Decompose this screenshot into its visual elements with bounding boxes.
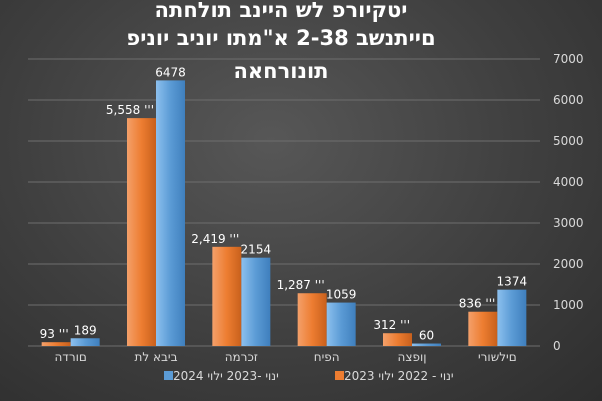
chart-title-line-1: יטקיורפ לש היינב תולחתה [155,0,408,22]
x-tick-label: םילשורי [478,350,517,364]
bar-series-1 [127,118,156,346]
bar-series-1 [383,333,412,346]
data-label-series-1: 5,558 ''' [106,103,154,117]
y-tick-label: 1000 [553,298,584,312]
data-label-series-1: 312 ''' [373,318,410,332]
legend: 2023 ינוי - 2022 ילוי 2024 ינוי -2023 ילו… [164,369,454,383]
data-label-series-2: 189 [74,323,97,337]
chart-title-line-3: תונורחאה [233,59,328,83]
bar-series-2 [326,302,356,346]
gridlines [28,58,540,347]
data-label-series-2: 1374 [497,275,528,289]
data-label-series-1: 836 ''' [459,297,496,311]
bar-series-1 [41,342,71,346]
bar-series-1 [212,246,242,346]
y-tick-label: 0 [553,339,561,353]
bar-series-1 [297,293,327,346]
legend-label-series-2: 2024 ינוי -2023 ילוי [173,369,279,383]
y-tick-label: 7000 [553,52,584,66]
bar-series-2 [70,338,100,346]
legend-swatch-series-1 [335,371,344,380]
y-tick-label: 6000 [553,93,584,107]
x-tick-label: םורדה [54,350,86,364]
bar-series-2 [156,80,185,346]
data-label-series-1: 2,419 ''' [191,232,239,246]
legend-swatch-series-2 [164,371,173,380]
bar-series-2 [412,343,441,346]
y-tick-label: 5000 [553,134,584,148]
bar-series-2 [241,257,271,346]
chart-title-line-2: םייתנשב 2-38 א"מתו יוניב יוניפ [126,26,435,50]
data-label-series-2: 6478 [155,65,186,79]
bar-series-1 [468,311,498,346]
x-tick-label: הפיח [314,350,340,364]
legend-label-series-1: 2023 ינוי - 2022 ילוי [344,369,454,383]
data-label-series-2: 2154 [241,243,272,257]
x-axis: םילשורי ןופצה הפיח זכרמה ביבא לת םורדה [54,350,516,364]
x-tick-label: ביבא לת [134,350,177,364]
chart-title: יטקיורפ לש היינב תולחתה םייתנשב 2-38 א"מ… [126,0,435,83]
bar-series-2 [497,289,527,346]
data-labels: 836 '''1374 312 ''' 60 1,287 '''1059 2,419 '… [40,65,527,342]
y-tick-label: 3000 [553,216,584,230]
y-tick-label: 4000 [553,175,584,189]
data-label-series-2: 60 [419,329,434,343]
x-tick-label: ןופצה [398,350,427,364]
y-tick-label: 2000 [553,257,584,271]
x-tick-label: זכרמה [225,350,258,364]
y-axis: 0 1000 2000 3000 4000 5000 6000 7000 [553,52,584,353]
data-label-series-1: 1,287 ''' [277,278,325,292]
bars [41,80,527,346]
data-label-series-1: 93 ''' [40,327,69,341]
data-label-series-2: 1059 [326,288,357,302]
